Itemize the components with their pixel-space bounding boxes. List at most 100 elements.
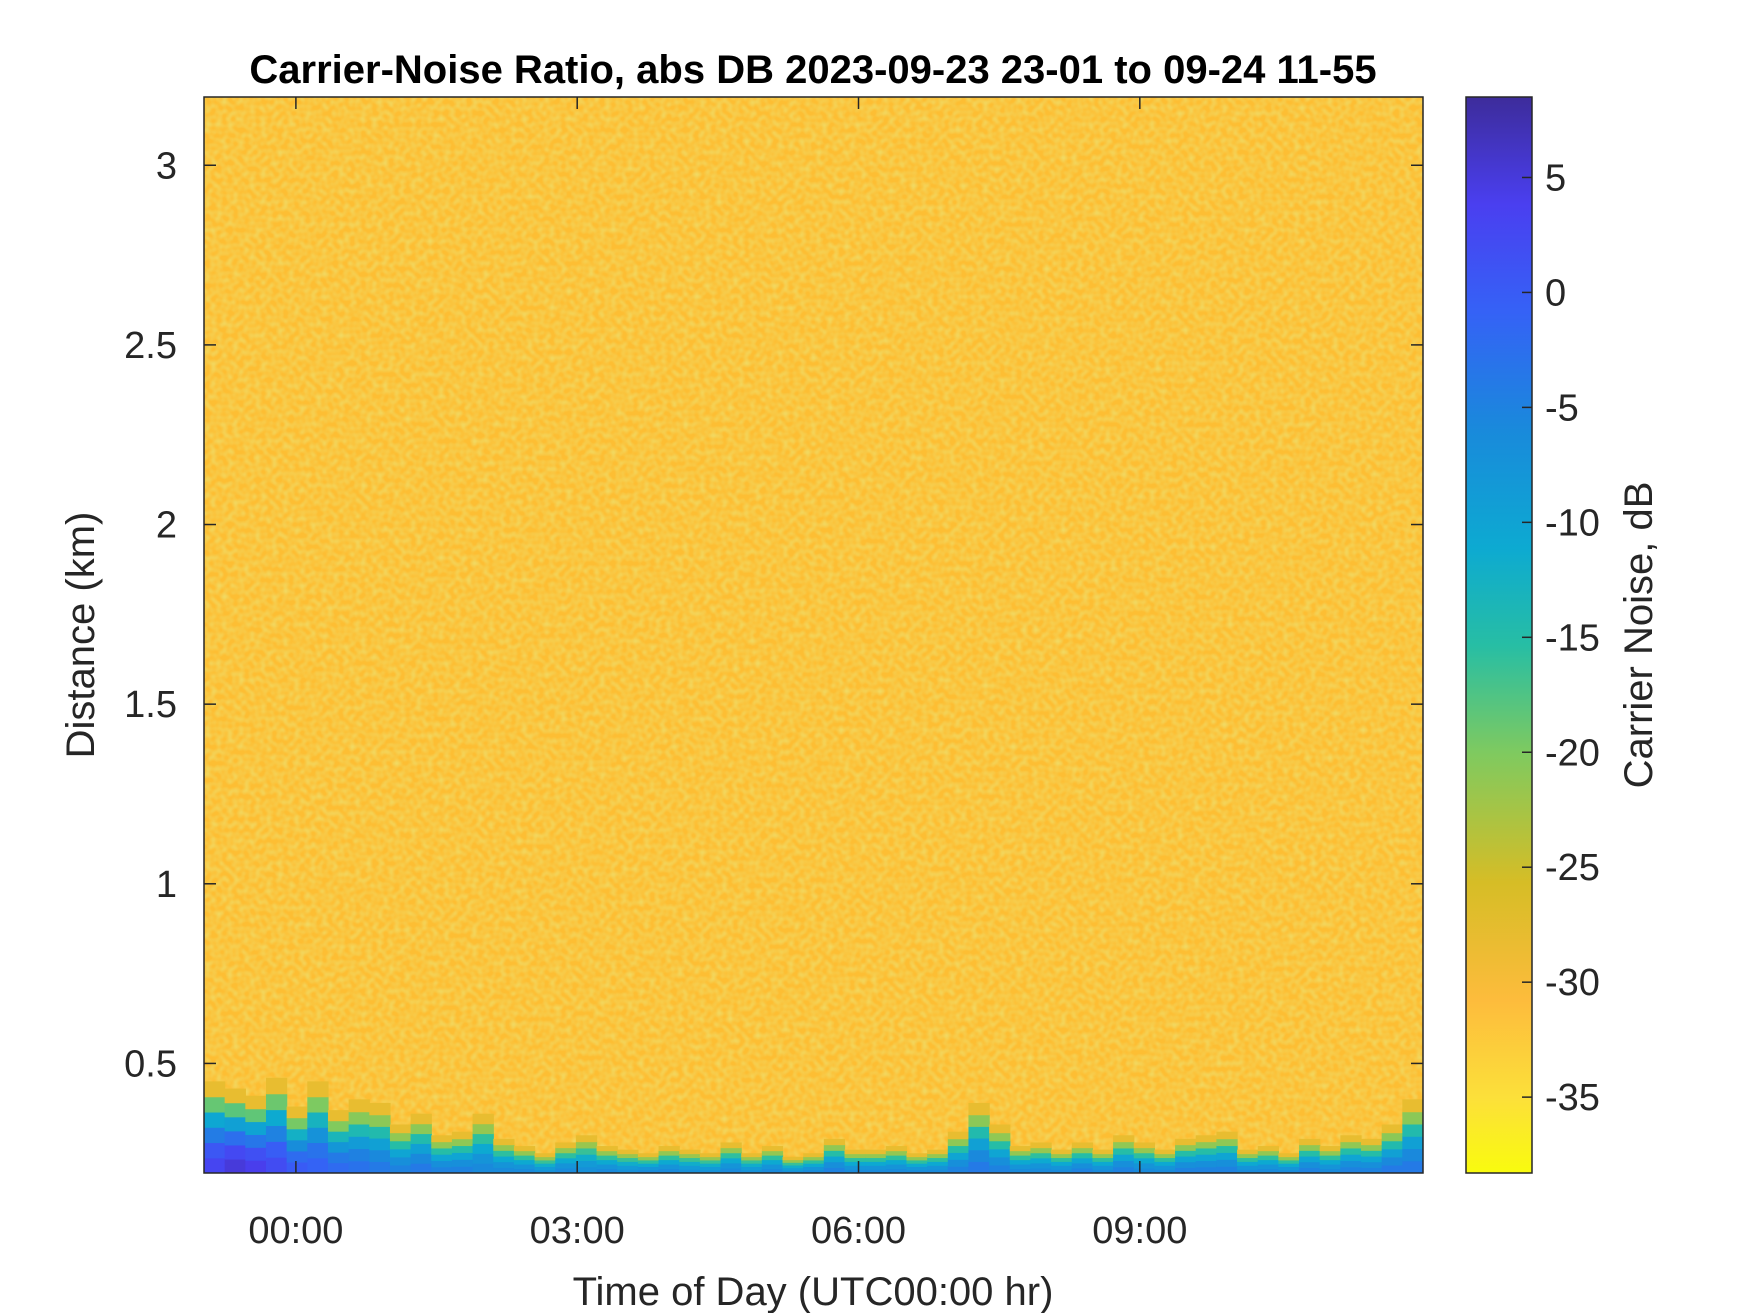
heatmap-cell xyxy=(1113,1141,1135,1149)
heatmap-cell xyxy=(575,1135,598,1143)
heatmap-cell xyxy=(1175,1144,1197,1151)
heatmap-cell xyxy=(741,1153,763,1158)
heatmap-cell xyxy=(348,1123,370,1137)
heatmap-cell xyxy=(534,1156,556,1161)
heatmap-cell xyxy=(679,1165,701,1170)
heatmap-cell xyxy=(1340,1147,1362,1155)
heatmap-cell xyxy=(1071,1167,1094,1173)
heatmap-cell xyxy=(245,1147,267,1161)
heatmap-cell xyxy=(1381,1148,1403,1158)
heatmap-cell xyxy=(596,1146,618,1152)
heatmap-cell xyxy=(575,1147,598,1155)
heatmap-cell xyxy=(1051,1153,1073,1159)
heatmap-cell xyxy=(1009,1164,1032,1170)
heatmap-cell xyxy=(1278,1153,1300,1158)
heatmap-cell xyxy=(637,1153,660,1158)
heatmap-cell xyxy=(637,1159,660,1164)
heatmap-cell xyxy=(1175,1155,1197,1163)
heatmap-cell xyxy=(1092,1157,1114,1162)
x-tick-label: 09:00 xyxy=(1092,1210,1187,1252)
heatmap-cell xyxy=(1299,1161,1321,1168)
heatmap-cell xyxy=(906,1166,928,1171)
heatmap-cell xyxy=(1237,1161,1259,1166)
heatmap-cell xyxy=(1402,1099,1423,1113)
heatmap-cell xyxy=(947,1152,970,1160)
heatmap-cell xyxy=(1381,1140,1403,1150)
heatmap-cell xyxy=(451,1166,474,1173)
heatmap-cell xyxy=(741,1163,763,1168)
heatmap-cell xyxy=(1257,1146,1279,1152)
heatmap-cell xyxy=(1299,1155,1321,1163)
heatmap-cell xyxy=(596,1155,618,1161)
heatmap-cell xyxy=(596,1159,618,1165)
heatmap-cell xyxy=(286,1139,308,1152)
heatmap-cell xyxy=(885,1164,908,1170)
heatmap-cell xyxy=(1361,1155,1383,1163)
heatmap-cell xyxy=(1175,1138,1197,1146)
heatmap-cell xyxy=(1009,1146,1032,1152)
colorbar-tick-label: -10 xyxy=(1545,502,1600,544)
heatmap-cell xyxy=(1195,1154,1217,1162)
heatmap-cell xyxy=(555,1157,577,1164)
heatmap-cell xyxy=(204,1096,226,1113)
heatmap-cell xyxy=(968,1161,990,1173)
heatmap-cell xyxy=(1257,1155,1279,1161)
heatmap-cell xyxy=(348,1136,370,1150)
heatmap-cell xyxy=(885,1146,908,1152)
near-range-signal xyxy=(204,1077,1423,1173)
heatmap-cell xyxy=(265,1109,288,1126)
heatmap-cell xyxy=(327,1131,350,1143)
heatmap-cell xyxy=(348,1160,370,1173)
heatmap-speckle-texture xyxy=(204,97,1423,1173)
heatmap-cell xyxy=(927,1153,949,1159)
heatmap-cell xyxy=(720,1152,742,1159)
heatmap-cell xyxy=(224,1144,246,1160)
heatmap-cell xyxy=(968,1126,990,1139)
heatmap-cell xyxy=(658,1159,680,1165)
heatmap-cell xyxy=(1133,1147,1156,1154)
heatmap-cell xyxy=(596,1150,618,1156)
heatmap-cell xyxy=(1257,1164,1279,1170)
heatmap-cell xyxy=(327,1152,350,1164)
heatmap-cell xyxy=(513,1159,536,1165)
heatmap-cell xyxy=(782,1159,804,1163)
heatmap-cell xyxy=(782,1167,804,1171)
heatmap-cell xyxy=(720,1162,742,1169)
heatmap-cell xyxy=(823,1144,846,1151)
heatmap-cell xyxy=(1195,1135,1217,1143)
heatmap-cell xyxy=(989,1148,1011,1158)
heatmap-cell xyxy=(823,1138,846,1146)
heatmap-cell xyxy=(782,1170,804,1173)
heatmap-cell xyxy=(1154,1161,1176,1166)
colorbar-ticks: 5 0 -5 -10 -15 -20 -25 -30 -35 xyxy=(1522,157,1600,1119)
heatmap-cell xyxy=(803,1153,825,1158)
heatmap-cell xyxy=(1175,1150,1197,1157)
heatmap-cell xyxy=(245,1121,267,1135)
heatmap-cell xyxy=(1278,1166,1300,1171)
heatmap-cell xyxy=(844,1165,866,1170)
heatmap-cell xyxy=(1051,1161,1073,1166)
heatmap-cell xyxy=(1319,1146,1341,1152)
heatmap-cell xyxy=(389,1148,412,1158)
heatmap-cell xyxy=(1319,1168,1341,1173)
heatmap-cell xyxy=(1381,1156,1403,1166)
heatmap-cell xyxy=(1051,1149,1073,1155)
heatmap-cell xyxy=(844,1153,866,1159)
heatmap-cell xyxy=(265,1141,288,1158)
heatmap-cell xyxy=(451,1152,474,1160)
heatmap-cell xyxy=(348,1148,370,1162)
heatmap-cell xyxy=(1030,1142,1052,1149)
colorbar-tick-label: -15 xyxy=(1545,617,1600,659)
heatmap-cell xyxy=(493,1138,515,1146)
heatmap-cell xyxy=(265,1157,288,1173)
heatmap-cell xyxy=(658,1164,680,1170)
heatmap-cell xyxy=(1361,1161,1383,1168)
heatmap-cell xyxy=(1216,1152,1238,1160)
heatmap-cell xyxy=(1092,1153,1114,1159)
heatmap-cell xyxy=(307,1127,329,1144)
heatmap-cell xyxy=(286,1117,308,1130)
y-tick-label: 1.5 xyxy=(124,684,177,726)
heatmap-cell xyxy=(699,1156,722,1161)
heatmap-cell xyxy=(761,1168,784,1173)
heatmap-cell xyxy=(513,1146,536,1152)
